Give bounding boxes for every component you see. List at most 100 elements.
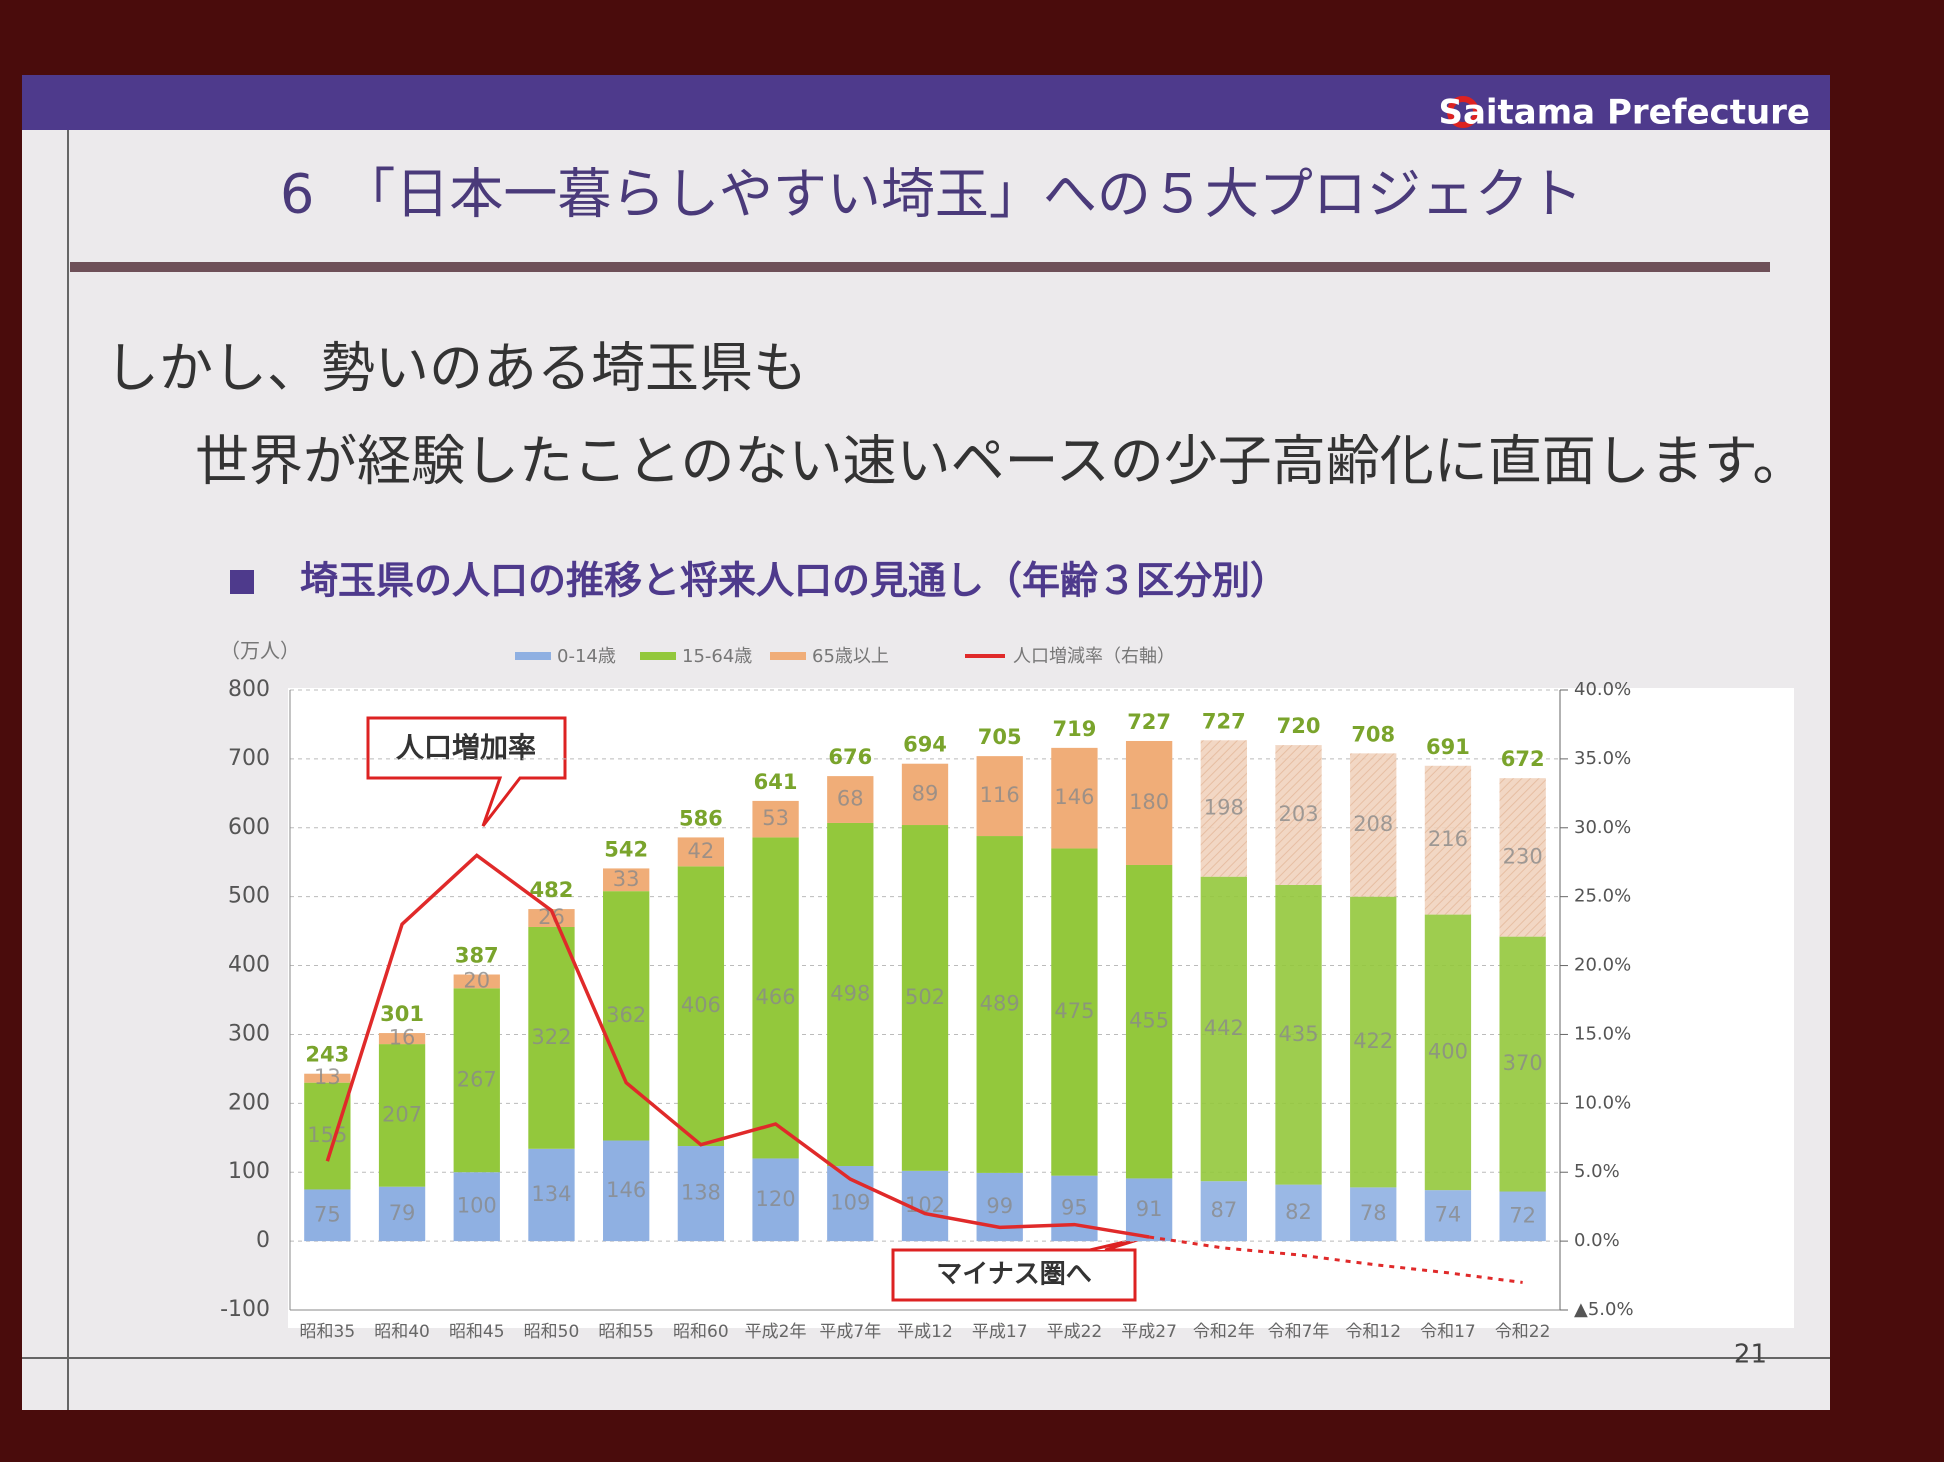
x-tick-label: 昭和35 (300, 1322, 356, 1342)
legend-label: 0-14歳 (557, 646, 616, 667)
data-label: 435 (1278, 1022, 1318, 1046)
data-label: 95 (1061, 1195, 1088, 1219)
data-label: 230 (1503, 844, 1543, 868)
data-label: 146 (1054, 785, 1094, 809)
y-tick-label: 700 (228, 746, 270, 771)
y-tick-label: 600 (228, 815, 270, 840)
bar-segment (304, 1189, 351, 1242)
bar-segment (453, 1172, 500, 1242)
bar-segment (1125, 1178, 1173, 1242)
y-tick-label: 400 (228, 953, 270, 978)
data-label: 91 (1136, 1197, 1163, 1221)
data-label: 78 (1360, 1201, 1387, 1225)
data-label: 13 (314, 1065, 341, 1089)
y-tick-label: -100 (220, 1297, 270, 1322)
x-tick-label: 昭和55 (598, 1322, 654, 1342)
bar-segment (603, 1140, 650, 1242)
legend-label: 65歳以上 (812, 646, 889, 667)
data-label: 322 (531, 1025, 571, 1049)
data-label: 442 (1204, 1016, 1244, 1040)
data-label: 208 (1353, 812, 1393, 836)
total-label: 387 (455, 944, 499, 968)
bar-segment (1051, 1175, 1098, 1242)
logo (1447, 96, 1479, 128)
bar-segment (1051, 747, 1098, 849)
total-label: 542 (604, 837, 648, 861)
x-tick-label: 平成7年 (819, 1322, 881, 1342)
x-tick-label: 令和2年 (1193, 1322, 1255, 1342)
data-label: 146 (606, 1178, 646, 1202)
total-label: 301 (380, 1002, 424, 1026)
y2-tick-label: 0.0% (1574, 1230, 1620, 1251)
data-label: 79 (389, 1201, 416, 1225)
total-label: 641 (754, 770, 798, 794)
bar-segment (1424, 914, 1472, 1191)
data-label: 42 (688, 839, 715, 863)
bar-segment (378, 1033, 426, 1045)
bar-segment (1499, 936, 1546, 1192)
x-tick-label: 令和12 (1345, 1322, 1401, 1342)
annotation: マイナス圏へ (936, 1260, 1091, 1290)
total-label: 243 (305, 1043, 349, 1067)
bar-segment (1200, 876, 1247, 1182)
bar-segment (304, 1082, 351, 1190)
data-label: 466 (756, 985, 796, 1009)
data-label: 53 (762, 806, 789, 830)
y2-tick-label: 40.0% (1574, 679, 1631, 700)
data-label: 155 (307, 1123, 347, 1147)
data-label: 203 (1278, 802, 1318, 826)
bar-segment (1499, 778, 1546, 937)
total-label: 727 (1127, 710, 1171, 734)
bar-segment (453, 974, 500, 989)
y2-tick-label: 35.0% (1574, 748, 1631, 769)
data-label: 68 (837, 787, 864, 811)
bar-segment (1350, 753, 1397, 897)
data-label: 198 (1204, 795, 1244, 819)
bar-segment (827, 776, 874, 823)
bullet (230, 570, 254, 594)
body-line: しかし、勢いのある埼玉県も (105, 337, 807, 400)
bar-segment (453, 988, 500, 1173)
data-label: 89 (912, 781, 939, 805)
bar-segment (1125, 740, 1173, 865)
data-label: 180 (1129, 790, 1169, 814)
total-label: 708 (1351, 722, 1395, 746)
data-label: 120 (756, 1187, 796, 1211)
bar-segment (1424, 765, 1472, 915)
y2-tick-label: 5.0% (1574, 1161, 1620, 1182)
line-series (325, 853, 1150, 1239)
bar-segment (1499, 1191, 1546, 1242)
total-label: 672 (1501, 747, 1545, 771)
y2-tick-label: 10.0% (1574, 1092, 1631, 1113)
total-label: 719 (1052, 717, 1096, 741)
data-label: 74 (1435, 1203, 1462, 1227)
legend-label: 人口増減率（右軸） (1013, 646, 1175, 667)
data-label: 400 (1428, 1039, 1468, 1063)
data-label: 475 (1054, 999, 1094, 1023)
header-bar (22, 75, 1830, 130)
bar-segment (976, 836, 1023, 1173)
y-tick-label: 800 (228, 677, 270, 702)
slide-title: 6 「日本一暮らしやすい埼玉」への５大プロジェクト (280, 163, 1583, 226)
data-label: 116 (980, 783, 1020, 807)
bar-segment (1350, 896, 1397, 1188)
bar-segment (677, 1146, 725, 1242)
legend-swatch (515, 652, 551, 660)
y2-tick-label: 20.0% (1574, 955, 1631, 976)
bar-segment (752, 1158, 799, 1242)
x-tick-label: 平成17 (972, 1322, 1028, 1342)
title-divider (70, 262, 1770, 272)
bar-segment (528, 1148, 575, 1242)
data-label: 207 (382, 1102, 422, 1126)
bar-segment (304, 1073, 351, 1083)
legend-swatch (770, 652, 806, 660)
bar-segment (976, 1172, 1023, 1242)
total-label: 691 (1426, 735, 1470, 759)
line-series (1148, 1235, 1523, 1284)
chart-title: 埼玉県の人口の推移と将来人口の見通し（年齢３区分別） (300, 559, 1288, 603)
total-label: 727 (1202, 709, 1246, 733)
x-tick-label: 平成12 (897, 1322, 953, 1342)
